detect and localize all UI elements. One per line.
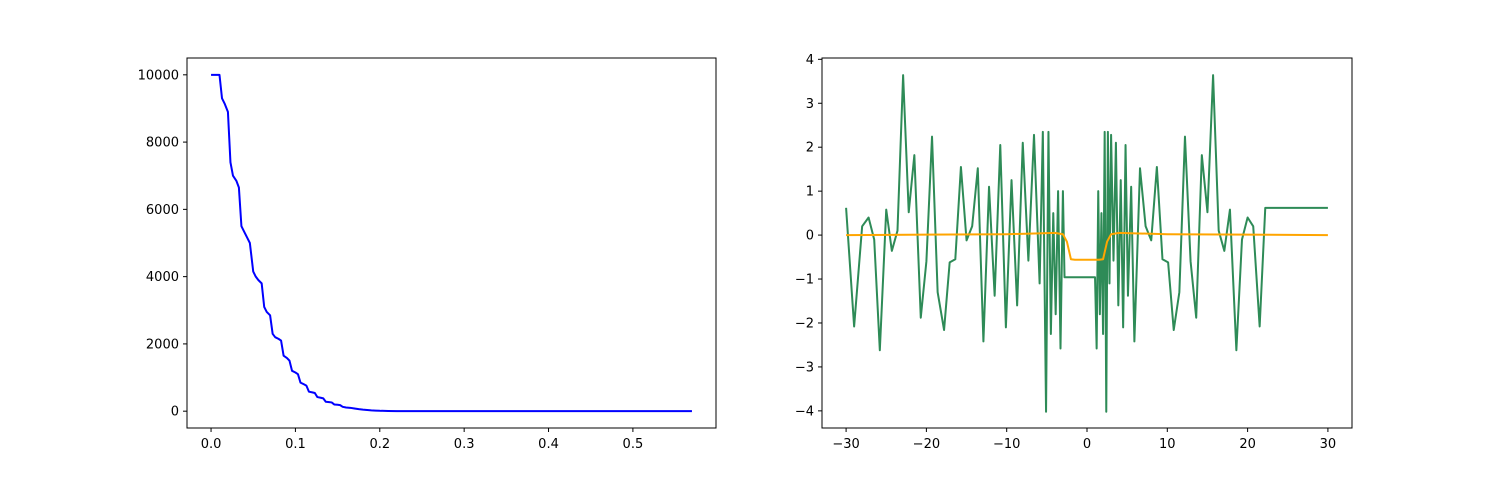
left-x-tick-label: 0.0 xyxy=(201,437,222,452)
right-x-tick-label: 20 xyxy=(1239,437,1256,452)
right-y-tick-label: −1 xyxy=(795,273,814,288)
right-x-tick-label: −20 xyxy=(913,437,940,452)
right-y-tick-label: −3 xyxy=(795,360,814,375)
left-y-tick-label: 6000 xyxy=(146,203,179,218)
left-y-tick-label: 0 xyxy=(171,405,179,420)
left-x-tick-label: 0.1 xyxy=(285,437,306,452)
right-y-tick-label: −2 xyxy=(795,316,814,331)
right-y-tick-label: 1 xyxy=(806,185,814,200)
left-y-tick-label: 8000 xyxy=(146,136,179,151)
right-y-tick-label: 4 xyxy=(806,53,814,68)
left-y-tick-label: 10000 xyxy=(138,68,179,83)
left-x-tick-label: 0.5 xyxy=(623,437,644,452)
right-y-tick-label: 0 xyxy=(806,229,814,244)
left-axes: 0.0 0.1 0.2 0.3 0.4 0.5 0 2000 4000 6000 8000 10000 xyxy=(138,57,717,452)
left-axes-frame xyxy=(186,57,717,429)
right-y-tick-label: 2 xyxy=(806,141,814,156)
right-y-tick-label: −4 xyxy=(795,404,814,419)
left-y-tick-label: 4000 xyxy=(146,270,179,285)
right-series-line-1 xyxy=(846,231,1328,261)
right-series-line-0 xyxy=(845,74,1328,413)
right-x-tick-label: 10 xyxy=(1159,437,1176,452)
right-x-tick-label: 30 xyxy=(1320,437,1337,452)
right-x-tick-label: 0 xyxy=(1083,437,1091,452)
right-y-tick-label: 3 xyxy=(806,97,814,112)
right-x-tick-label: −10 xyxy=(993,437,1020,452)
right-x-tick-label: −30 xyxy=(832,437,859,452)
left-y-tick-label: 2000 xyxy=(146,337,179,352)
left-x-tick-label: 0.3 xyxy=(454,437,475,452)
left-series-line-0 xyxy=(211,73,692,413)
left-x-tick-label: 0.2 xyxy=(369,437,390,452)
left-x-tick-label: 0.4 xyxy=(538,437,559,452)
